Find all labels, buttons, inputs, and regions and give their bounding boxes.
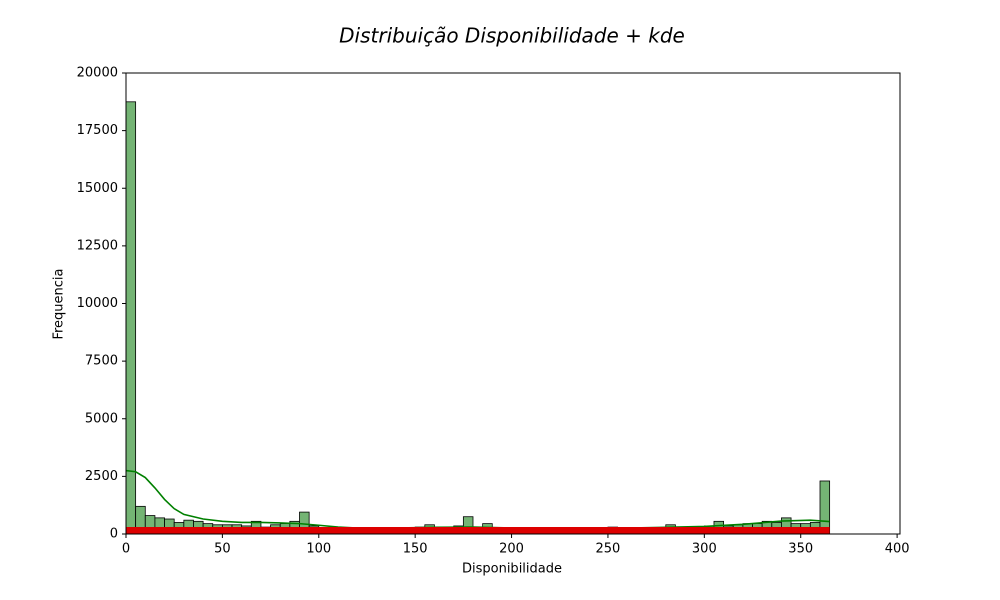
x-axis-label: Disponibilidade bbox=[462, 562, 562, 577]
y-tick-label: 10000 bbox=[77, 296, 118, 311]
chart-title: Distribuição Disponibilidade + kde bbox=[339, 24, 685, 48]
x-tick-label: 300 bbox=[692, 542, 717, 557]
x-tick-label: 400 bbox=[885, 542, 910, 557]
y-tick-label: 20000 bbox=[77, 66, 118, 81]
x-tick-label: 350 bbox=[788, 542, 813, 557]
y-tick-label: 0 bbox=[110, 527, 118, 542]
x-tick-label: 0 bbox=[122, 542, 130, 557]
y-tick-label: 5000 bbox=[85, 411, 118, 426]
y-tick-label: 12500 bbox=[77, 238, 118, 253]
plot-area bbox=[125, 101, 831, 535]
x-tick-label: 200 bbox=[499, 542, 524, 557]
y-axis-label: Frequencia bbox=[52, 268, 67, 339]
x-tick-label: 150 bbox=[403, 542, 428, 557]
x-tick-label: 250 bbox=[596, 542, 621, 557]
y-tick-label: 7500 bbox=[85, 354, 118, 369]
y-tick-label: 17500 bbox=[77, 123, 118, 138]
bar bbox=[125, 101, 137, 535]
x-tick-label: 100 bbox=[306, 542, 331, 557]
y-tick-label: 15000 bbox=[77, 181, 118, 196]
bar bbox=[819, 480, 831, 535]
rug bbox=[126, 527, 830, 534]
x-tick-label: 50 bbox=[214, 542, 231, 557]
y-tick-label: 2500 bbox=[85, 469, 118, 484]
